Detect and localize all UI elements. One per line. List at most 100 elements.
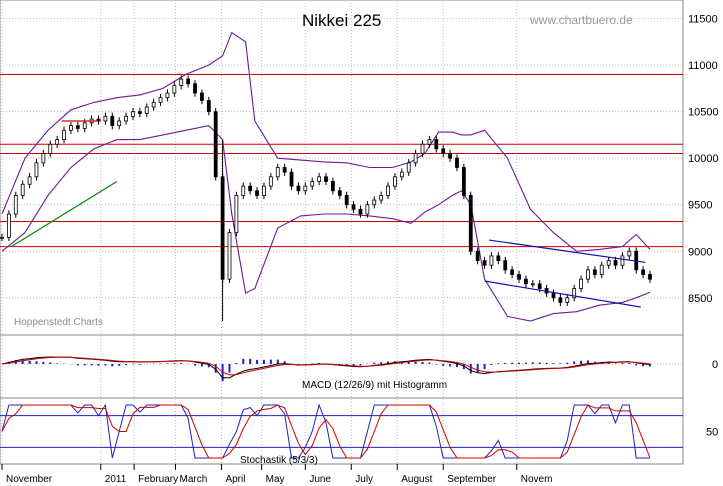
panel-frames: [0, 0, 684, 465]
candle-body: [144, 106, 149, 114]
stoch-d-line: [1, 404, 651, 459]
candle-body: [186, 78, 191, 85]
candle-body: [379, 195, 384, 201]
candle-body: [420, 143, 425, 154]
candle-body: [524, 278, 528, 285]
macd-panel: [0, 356, 683, 382]
candle-body: [434, 139, 439, 150]
candle-body: [393, 176, 397, 187]
price-candles: [0, 75, 652, 322]
credit-label: Hoppenstedt Charts: [14, 317, 103, 328]
candle-body: [330, 181, 335, 192]
candle-body: [455, 157, 459, 168]
stoch-tick-label: 50: [706, 427, 718, 439]
candle-body: [268, 176, 273, 187]
candle-body: [406, 162, 411, 173]
candle-body: [75, 125, 80, 129]
candle-body: [427, 139, 432, 145]
month-label: April: [225, 474, 245, 485]
candle-body: [69, 125, 73, 131]
candle-body: [227, 232, 232, 280]
support-resistance-levels: [0, 73, 683, 248]
candle-body: [448, 153, 452, 159]
candle-body: [179, 78, 184, 87]
candle-body: [613, 260, 618, 266]
candle-body: [158, 97, 163, 103]
y-axis: 11500 11000 10500 10000 9500 9000 8500 0 50: [688, 14, 719, 439]
candle-body: [558, 297, 563, 303]
candle-body: [358, 208, 363, 215]
candle-body: [579, 278, 583, 289]
candle-body: [151, 101, 156, 108]
y-tick-label: 11500: [688, 14, 718, 26]
candle-body: [386, 185, 390, 196]
candle-body: [6, 213, 11, 238]
grid-lines: [0, 0, 683, 464]
candle-body: [275, 167, 280, 178]
candle-body: [34, 162, 39, 178]
candle-body: [193, 83, 197, 94]
candle-body: [468, 195, 473, 252]
upper-band: [1, 31, 651, 252]
candle-body: [124, 115, 128, 122]
macd-signal-line: [1, 356, 651, 376]
candle-body: [344, 195, 349, 206]
candle-body: [248, 185, 253, 192]
candle-body: [117, 120, 122, 127]
candle-body: [241, 185, 246, 196]
month-label: June: [309, 474, 331, 485]
month-label: August: [401, 474, 432, 485]
candle-body: [206, 100, 211, 113]
trend-lines: [10, 120, 646, 308]
candle-body: [289, 171, 294, 187]
candle-body: [599, 264, 604, 275]
candle-body: [496, 255, 501, 261]
candle-body: [255, 190, 259, 196]
month-label: May: [266, 474, 285, 485]
candle-body: [648, 274, 652, 280]
candle-body: [399, 171, 404, 178]
watermark: www.chartbuero.de: [529, 13, 633, 27]
candle-body: [586, 269, 590, 280]
candle-body: [565, 297, 570, 303]
candle-body: [131, 111, 135, 117]
month-label: March: [179, 474, 207, 485]
candle-body: [517, 274, 521, 280]
candle-body: [592, 269, 597, 275]
candle-body: [110, 115, 115, 127]
candle-body: [200, 92, 204, 101]
candle-body: [172, 85, 177, 94]
candle-body: [296, 185, 301, 192]
candle-body: [606, 260, 611, 266]
candle-body: [213, 111, 218, 178]
candle-body: [41, 153, 46, 164]
trend-line-2: [489, 239, 646, 264]
month-label: September: [447, 474, 497, 485]
candle-body: [262, 185, 266, 196]
month-label: November: [6, 474, 53, 485]
candle-body: [627, 250, 632, 257]
candle-body: [503, 260, 508, 271]
macd-label: MACD (12/26/9) mit Histogramm: [302, 380, 447, 391]
candle-body: [461, 167, 466, 196]
candle-body: [572, 288, 577, 299]
y-tick-label: 10500: [688, 107, 719, 119]
y-tick-label: 9500: [688, 200, 712, 212]
candle-body: [537, 283, 542, 289]
candle-body: [482, 260, 487, 266]
month-label: Novem: [521, 474, 553, 485]
stochastic-panel: [0, 403, 683, 459]
candle-body: [324, 176, 328, 182]
candle-body: [62, 129, 66, 140]
candle-body: [510, 269, 515, 275]
candle-body: [551, 292, 556, 299]
y-tick-label: 10000: [688, 153, 719, 165]
candle-body: [351, 204, 356, 210]
candle-body: [372, 199, 377, 206]
y-tick-label: 11000: [688, 60, 718, 72]
y-tick-label: 8500: [688, 293, 712, 305]
candle-body: [317, 176, 322, 182]
candle-body: [103, 115, 108, 122]
candle-body: [13, 195, 18, 215]
